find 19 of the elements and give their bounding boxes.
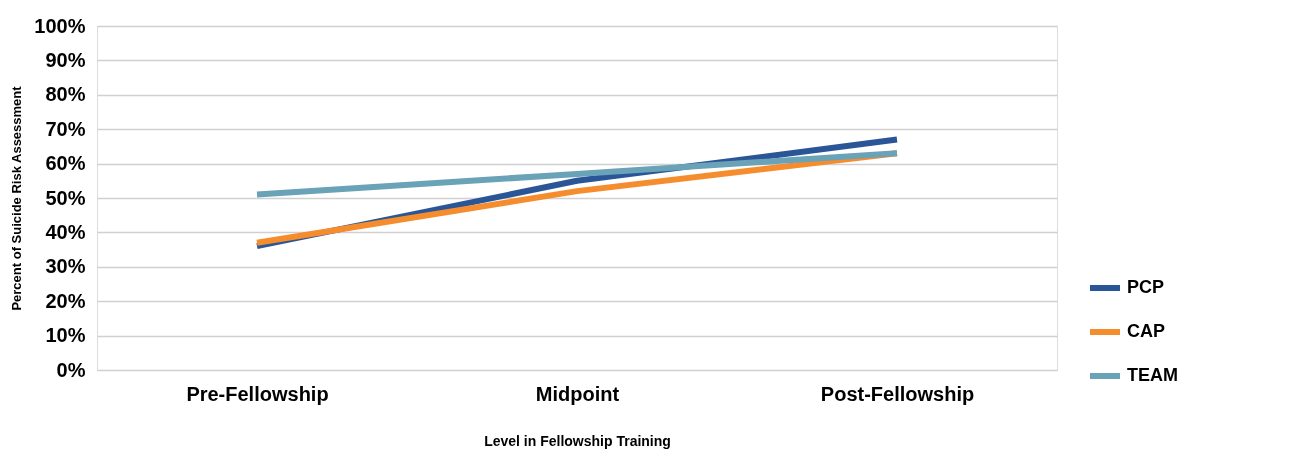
y-tick-label: 60% (45, 152, 86, 175)
x-tick-label: Pre-Fellowship (186, 382, 329, 405)
y-tick-label: 90% (45, 48, 86, 71)
x-tick-label: Post-Fellowship (820, 382, 975, 405)
y-tick-label: 80% (45, 83, 86, 106)
legend-label: TEAM (1127, 365, 1178, 385)
y-tick-label: 100% (34, 14, 86, 37)
y-tick-label: 20% (45, 289, 86, 312)
legend-label: CAP (1127, 321, 1166, 341)
x-axis-title: Level in Fellowship Training (484, 432, 671, 449)
y-tick-label: 50% (45, 186, 86, 209)
y-tick-label: 30% (45, 255, 86, 278)
y-tick-label: 10% (45, 324, 86, 347)
y-axis-title: Percent of Suicide Risk Assessment (9, 85, 25, 311)
legend-label: PCP (1127, 277, 1165, 297)
x-tick-label: Midpoint (535, 382, 620, 405)
y-tick-label: 40% (45, 220, 86, 243)
y-tick-label: 70% (45, 117, 86, 140)
y-tick-label: 0% (56, 358, 86, 381)
